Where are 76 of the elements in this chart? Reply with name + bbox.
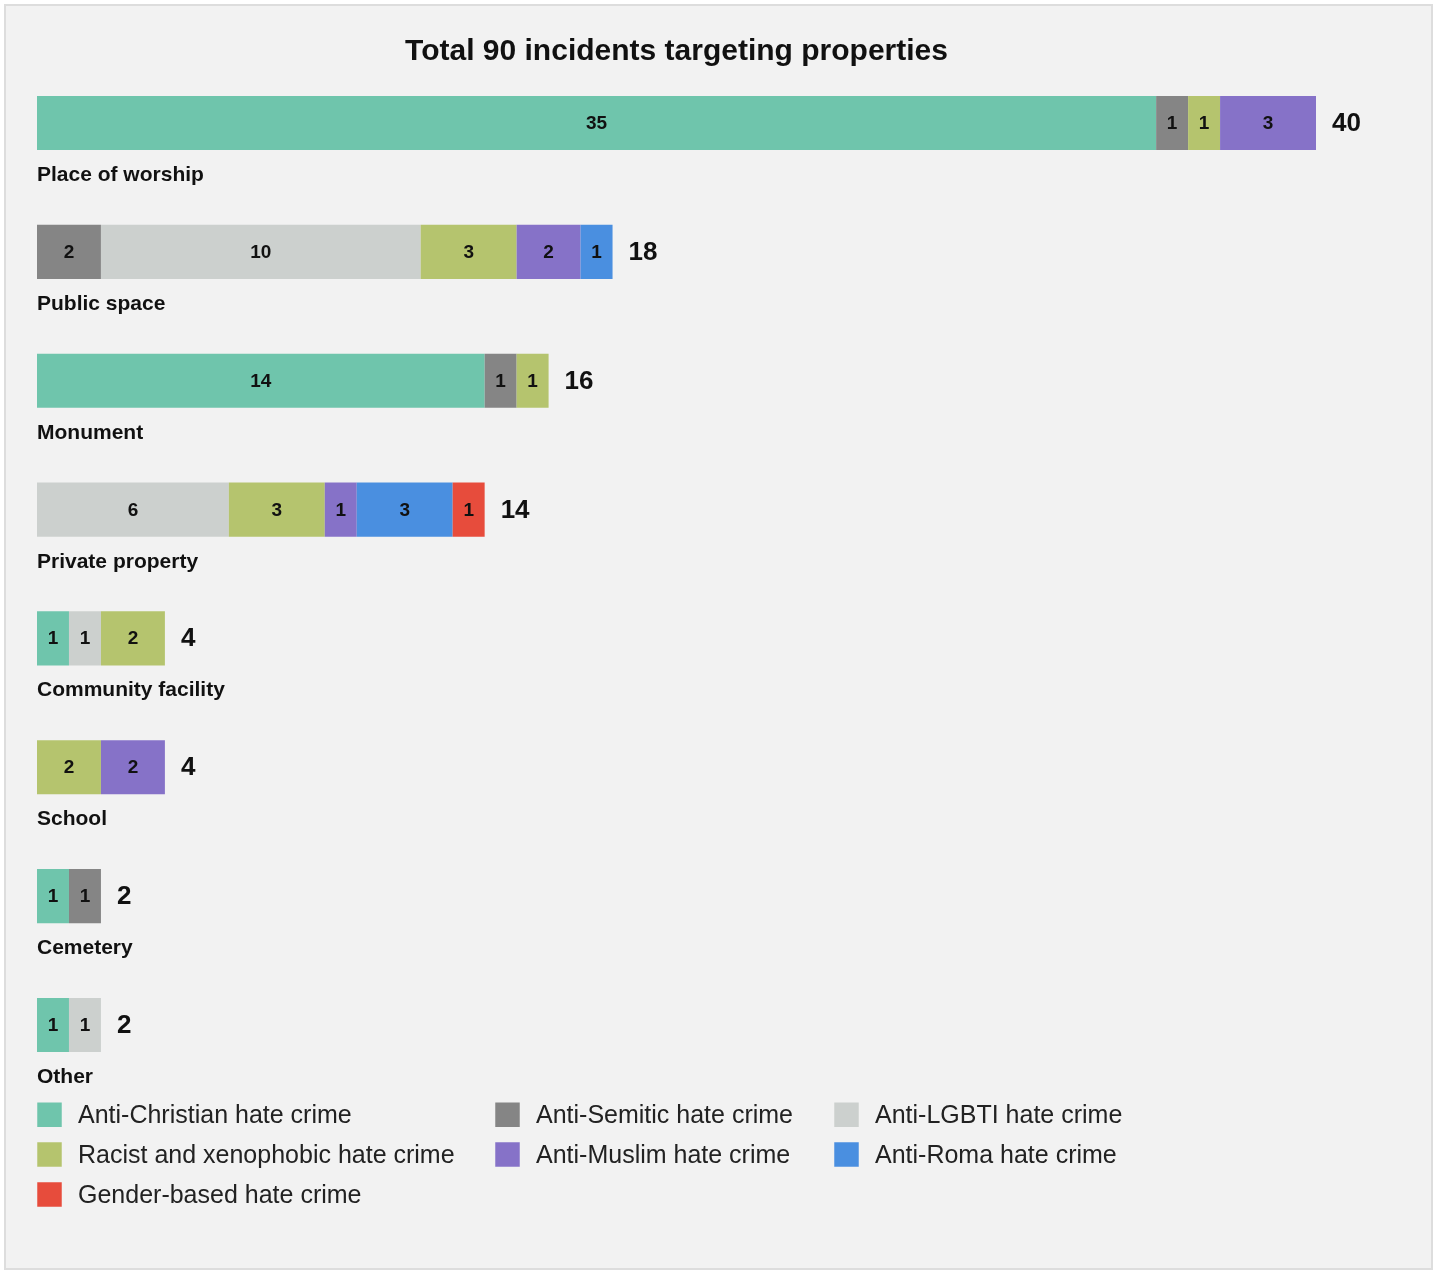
data-label: 1	[47, 627, 59, 649]
bar	[37, 997, 69, 1052]
data-label: 1	[47, 885, 59, 907]
total-label: 16	[564, 364, 594, 395]
data-label: 1	[495, 369, 507, 391]
data-label: 1	[79, 1013, 91, 1035]
data-label: 1	[47, 1013, 59, 1035]
total-label: 2	[116, 880, 132, 911]
bar	[516, 224, 581, 279]
data-label: 1	[79, 627, 91, 649]
legend-label: Anti-LGBTI hate crime	[875, 1099, 1123, 1128]
y-tick-label: Community facility	[37, 677, 226, 701]
data-label: 1	[335, 498, 347, 520]
data-label: 3	[1262, 112, 1274, 134]
total-label: 4	[180, 751, 196, 782]
data-label: 2	[63, 756, 75, 778]
bar	[37, 740, 101, 795]
data-label: 10	[250, 240, 272, 262]
total-label: 14	[500, 493, 531, 524]
bar	[580, 224, 613, 279]
bar	[516, 353, 549, 408]
bar	[68, 997, 101, 1052]
bar	[37, 869, 69, 924]
bar	[100, 224, 421, 279]
bar	[68, 611, 101, 666]
data-label: 1	[527, 369, 539, 391]
bar	[452, 482, 485, 537]
bar	[356, 482, 453, 537]
bar	[100, 740, 165, 795]
bar	[1188, 96, 1221, 151]
bar	[228, 482, 325, 537]
bar	[484, 353, 517, 408]
data-label: 35	[585, 112, 608, 134]
legend-label: Anti-Roma hate crime	[875, 1139, 1117, 1168]
bar	[1220, 96, 1316, 151]
bar	[37, 482, 229, 537]
bar	[100, 611, 165, 666]
y-tick-label: Cemetery	[37, 935, 134, 959]
data-label: 2	[127, 627, 139, 649]
legend-label: Gender-based hate crime	[78, 1179, 362, 1208]
bar	[68, 869, 101, 924]
data-label: 6	[127, 498, 139, 520]
bar	[420, 224, 517, 279]
total-label: 40	[1332, 107, 1361, 138]
y-tick-label: Place of worship	[37, 162, 204, 186]
data-label: 1	[1198, 112, 1210, 134]
total-label: 18	[628, 235, 658, 266]
y-tick-label: School	[37, 806, 108, 830]
y-tick-label: Public space	[37, 290, 166, 314]
data-label: 1	[463, 498, 475, 520]
chart-title: Total 90 incidents targeting properties	[405, 33, 948, 66]
data-label: 14	[250, 369, 272, 391]
data-label: 3	[399, 498, 410, 520]
bar	[37, 96, 1157, 151]
total-label: 2	[116, 1008, 132, 1039]
bar	[37, 353, 485, 408]
bar	[37, 224, 101, 279]
data-label: 1	[79, 885, 91, 907]
legend-label: Anti-Muslim hate crime	[536, 1139, 791, 1168]
data-label: 3	[463, 240, 474, 262]
y-tick-label: Private property	[37, 548, 199, 572]
data-label: 3	[271, 498, 283, 520]
data-label: 1	[1166, 112, 1178, 134]
y-tick-label: Monument	[37, 419, 144, 443]
data-label: 2	[543, 240, 554, 262]
y-tick-label: Other	[37, 1063, 94, 1087]
data-label: 2	[127, 756, 139, 778]
data-label: 2	[63, 240, 75, 262]
bar	[324, 482, 357, 537]
legend-label: Anti-Christian hate crime	[78, 1099, 352, 1128]
legend-label: Racist and xenophobic hate crime	[78, 1139, 455, 1168]
legend-label: Anti-Semitic hate crime	[536, 1099, 794, 1128]
total-label: 4	[180, 622, 196, 653]
bar	[37, 611, 69, 666]
data-label: 1	[591, 240, 603, 262]
bar	[1156, 96, 1189, 151]
